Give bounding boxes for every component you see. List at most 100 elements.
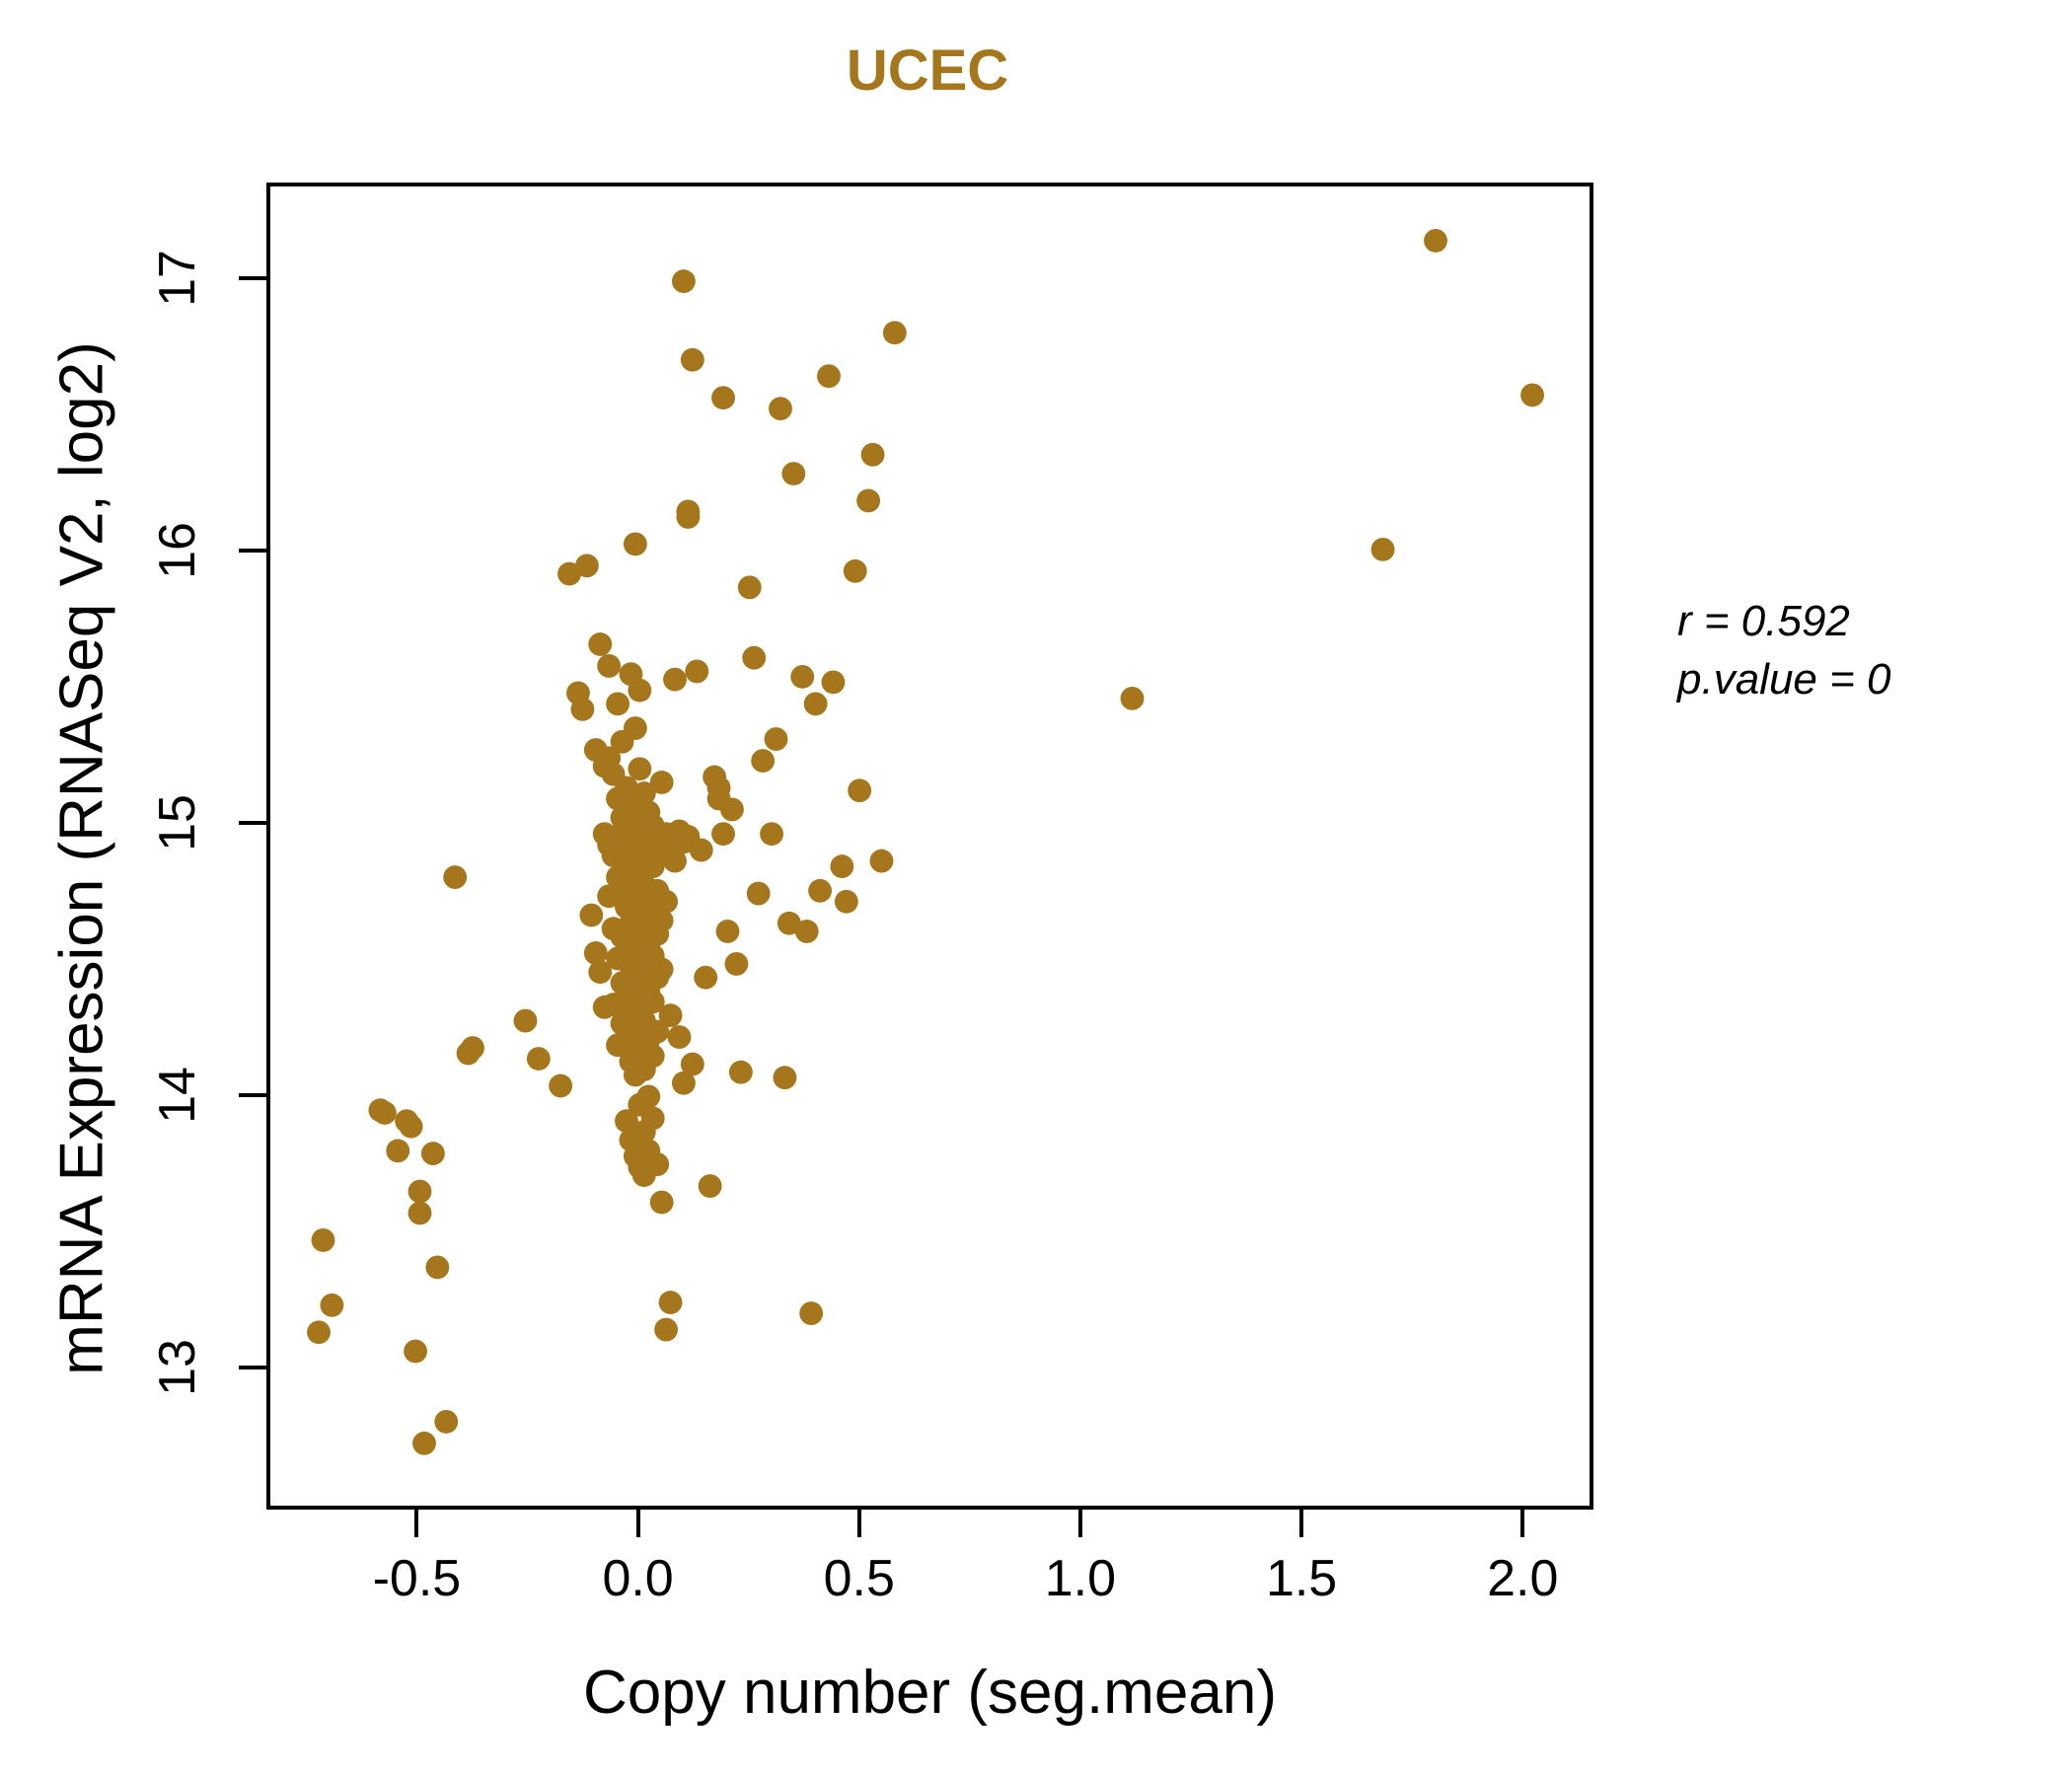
data-point [860, 442, 885, 467]
x-axis-tick-label: 1.5 [1265, 1550, 1338, 1607]
data-point [799, 1301, 824, 1326]
data-point [764, 727, 788, 751]
data-point [399, 1114, 423, 1139]
data-point [583, 941, 608, 965]
data-point [667, 1025, 692, 1049]
data-point [777, 911, 801, 935]
data-point [843, 558, 867, 583]
data-point [606, 692, 630, 716]
data-point [597, 654, 622, 678]
data-points-layer [307, 228, 1544, 1455]
x-axis-title: Copy number (seg.mean) [583, 1659, 1277, 1727]
data-point [698, 1174, 722, 1198]
data-point [1370, 537, 1395, 561]
data-point [649, 1190, 674, 1215]
x-axis-tick-label: -0.5 [372, 1550, 462, 1607]
data-point [676, 505, 701, 529]
data-point [526, 1047, 551, 1071]
data-point [680, 347, 704, 372]
x-axis-tick-mark [1077, 1510, 1082, 1537]
data-point [372, 1100, 397, 1125]
data-point [794, 920, 819, 943]
data-point [817, 364, 841, 389]
data-point [631, 781, 656, 805]
data-point [808, 878, 833, 903]
data-point [856, 488, 881, 513]
y-axis-tick-label: 15 [149, 794, 206, 851]
x-axis-tick-label: 0.0 [602, 1550, 674, 1607]
data-point [680, 1052, 704, 1076]
data-point [1520, 383, 1544, 407]
data-point [685, 659, 709, 684]
data-point [404, 1339, 427, 1364]
data-point [821, 670, 846, 695]
data-point [549, 1073, 573, 1098]
data-point [720, 797, 744, 822]
data-point [623, 532, 647, 556]
data-point [882, 321, 907, 345]
data-point [781, 462, 806, 485]
data-point [663, 849, 687, 873]
data-point [654, 889, 679, 914]
y-axis-tick-mark [239, 275, 266, 280]
data-point [407, 1179, 432, 1204]
data-point [1424, 228, 1447, 253]
data-point [654, 1317, 679, 1342]
p-value-text: p.value = 0 [1677, 655, 1891, 704]
y-axis [0, 0, 266, 1776]
data-point [711, 822, 735, 847]
data-point [645, 1019, 670, 1044]
page-title: UCEC [846, 38, 1009, 103]
data-point [412, 1431, 436, 1455]
data-point [513, 1008, 538, 1033]
data-point [737, 575, 762, 600]
data-point [834, 889, 858, 914]
data-point [645, 1152, 670, 1177]
data-point [689, 838, 713, 862]
y-axis-tick-mark [239, 1366, 266, 1370]
data-point [623, 716, 647, 741]
data-point [671, 1071, 696, 1095]
data-point [443, 865, 468, 889]
data-point [574, 554, 599, 578]
data-point [588, 632, 613, 656]
data-point [425, 1255, 450, 1280]
data-point [636, 1084, 661, 1109]
data-point [461, 1036, 484, 1060]
y-axis-tick-mark [239, 821, 266, 826]
data-point [869, 849, 894, 873]
data-point [386, 1139, 410, 1163]
y-axis-tick-label: 16 [149, 521, 206, 579]
data-point [724, 951, 749, 976]
data-point [570, 697, 595, 721]
data-point [769, 397, 792, 421]
data-point [742, 645, 767, 670]
data-point [1120, 686, 1145, 710]
data-point [588, 960, 613, 985]
data-point [320, 1293, 344, 1317]
data-point [579, 903, 604, 927]
plot-area [266, 183, 1593, 1510]
y-axis-tick-label: 13 [149, 1339, 206, 1397]
data-point [307, 1320, 331, 1345]
data-point [649, 771, 674, 794]
data-point [848, 778, 872, 803]
x-axis-tick-mark [856, 1510, 861, 1537]
data-point [649, 957, 674, 982]
data-point [790, 664, 815, 689]
data-point [615, 1109, 638, 1134]
x-axis-tick-label: 1.0 [1044, 1550, 1117, 1607]
data-point [694, 965, 718, 990]
correlation-r-text: r = 0.592 [1677, 597, 1850, 645]
data-point [803, 692, 828, 716]
data-point [773, 1066, 797, 1090]
data-point [728, 1060, 753, 1084]
data-point [434, 1409, 459, 1434]
y-axis-tick-label: 14 [149, 1067, 206, 1125]
data-point [671, 269, 696, 294]
data-point [715, 920, 740, 943]
statistics-annotation: r = 0.592 p.value = 0 [1677, 592, 1891, 709]
data-point [658, 1003, 683, 1028]
y-axis-tick-mark [239, 548, 266, 553]
